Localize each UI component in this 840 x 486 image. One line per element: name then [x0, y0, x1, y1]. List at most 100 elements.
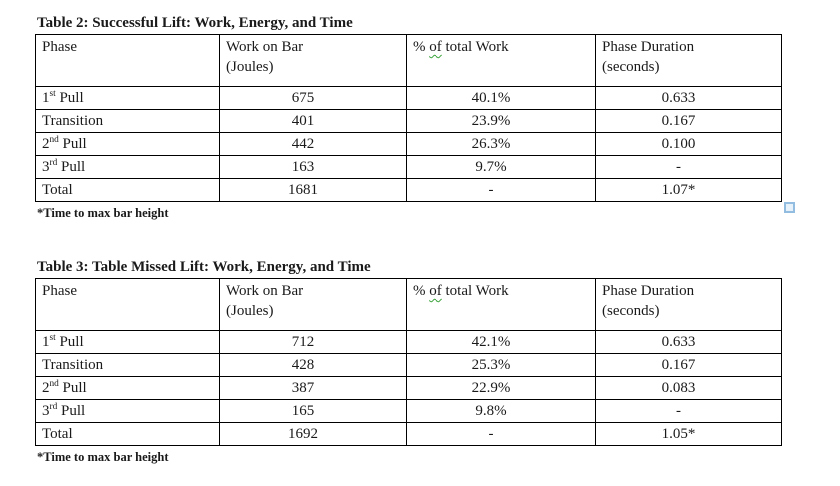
col-header-work: Work on Bar (Joules)	[219, 278, 407, 331]
work-cell: 712	[219, 330, 407, 354]
table-row: Transition 401 23.9% 0.167	[35, 109, 782, 133]
phase-cell: Transition	[35, 353, 220, 377]
spellcheck-squiggle-word: of	[429, 39, 442, 55]
table-row-total: Total 1681 - 1.07*	[35, 178, 782, 202]
table-row: 2nd Pull 442 26.3% 0.100	[35, 132, 782, 156]
table3-section: Table 3: Table Missed Lift: Work, Energy…	[35, 258, 840, 465]
col-header-percent: % of total Work	[406, 34, 596, 87]
phase-label: 3	[42, 158, 50, 175]
phase-cell: 1st Pull	[35, 86, 220, 110]
work-cell: 1692	[219, 422, 407, 446]
phase-label: 2	[42, 379, 50, 396]
percent-cell: 9.7%	[406, 155, 596, 179]
table2-footnote: *Time to max bar height	[37, 206, 169, 220]
phase-cell: 2nd Pull	[35, 132, 220, 156]
phase-label-rest: Pull	[57, 402, 86, 419]
percent-cell: 26.3%	[406, 132, 596, 156]
work-cell: 401	[219, 109, 407, 133]
phase-label: 1	[42, 333, 50, 350]
phase-cell: 3rd Pull	[35, 155, 220, 179]
header-label-line1: Phase Duration	[602, 39, 695, 55]
duration-cell: 0.633	[595, 330, 782, 354]
phase-label-rest: Pull	[58, 379, 87, 396]
col-header-duration: Phase Duration (seconds)	[595, 34, 782, 87]
duration-cell: 0.633	[595, 86, 782, 110]
col-header-percent: % of total Work	[406, 278, 596, 331]
phase-label: 2	[42, 135, 50, 152]
header-label-line2: (Joules)	[226, 59, 274, 75]
table2-section: Table 2: Successful Lift: Work, Energy, …	[35, 14, 840, 221]
header-label-line2: (Joules)	[226, 303, 274, 319]
duration-cell: 1.05*	[595, 422, 782, 446]
phase-cell: Transition	[35, 109, 220, 133]
phase-cell: 3rd Pull	[35, 399, 220, 423]
table3-footnote: *Time to max bar height	[37, 450, 169, 464]
phase-cell: 1st Pull	[35, 330, 220, 354]
header-label: %	[413, 283, 430, 299]
header-row: Phase Work on Bar (Joules) % of total Wo…	[35, 34, 782, 87]
table-row: 2nd Pull 387 22.9% 0.083	[35, 376, 782, 400]
col-header-work: Work on Bar (Joules)	[219, 34, 407, 87]
header-label: total Work	[441, 283, 509, 299]
anchor-marker-icon	[784, 202, 795, 213]
phase-label: 1	[42, 89, 50, 106]
header-label: Phase	[42, 283, 77, 299]
table3-title: Table 3: Table Missed Lift: Work, Energy…	[37, 259, 371, 275]
duration-cell: 1.07*	[595, 178, 782, 202]
table-row: Transition 428 25.3% 0.167	[35, 353, 782, 377]
work-cell: 1681	[219, 178, 407, 202]
phase-label-rest: Pull	[58, 135, 87, 152]
work-cell: 428	[219, 353, 407, 377]
header-row: Phase Work on Bar (Joules) % of total Wo…	[35, 278, 782, 331]
spellcheck-squiggle-word: of	[429, 283, 442, 299]
table-row: 1st Pull 712 42.1% 0.633	[35, 330, 782, 354]
phase-cell: Total	[35, 178, 220, 202]
work-cell: 675	[219, 86, 407, 110]
phase-label: Transition	[42, 356, 104, 373]
table-row-total: Total 1692 - 1.05*	[35, 422, 782, 446]
table-row: 1st Pull 675 40.1% 0.633	[35, 86, 782, 110]
percent-cell: 9.8%	[406, 399, 596, 423]
percent-cell: 22.9%	[406, 376, 596, 400]
percent-cell: 23.9%	[406, 109, 596, 133]
col-header-duration: Phase Duration (seconds)	[595, 278, 782, 331]
header-label-line2: (seconds)	[602, 59, 660, 75]
work-cell: 442	[219, 132, 407, 156]
ordinal-suffix: nd	[49, 134, 59, 145]
percent-cell: -	[406, 178, 596, 202]
header-label-line1: Work on Bar	[226, 39, 304, 55]
phase-label-rest: Pull	[55, 89, 84, 106]
phase-label: Total	[42, 425, 73, 442]
ordinal-suffix: rd	[49, 401, 58, 412]
header-label: total Work	[441, 39, 509, 55]
document-page: Table 2: Successful Lift: Work, Energy, …	[35, 14, 840, 465]
phase-label: Total	[42, 181, 73, 198]
duration-cell: 0.083	[595, 376, 782, 400]
table-row: 3rd Pull 163 9.7% -	[35, 155, 782, 179]
ordinal-suffix: st	[49, 88, 56, 99]
duration-cell: 0.167	[595, 109, 782, 133]
col-header-phase: Phase	[35, 278, 220, 331]
duration-cell: 0.100	[595, 132, 782, 156]
phase-cell: 2nd Pull	[35, 376, 220, 400]
phase-cell: Total	[35, 422, 220, 446]
percent-cell: 42.1%	[406, 330, 596, 354]
work-cell: 165	[219, 399, 407, 423]
table2-title: Table 2: Successful Lift: Work, Energy, …	[37, 15, 353, 31]
phase-label-rest: Pull	[57, 158, 86, 175]
phase-label-rest: Pull	[55, 333, 84, 350]
percent-cell: -	[406, 422, 596, 446]
duration-cell: 0.167	[595, 353, 782, 377]
table3: Phase Work on Bar (Joules) % of total Wo…	[35, 278, 782, 446]
table2: Phase Work on Bar (Joules) % of total Wo…	[35, 34, 782, 202]
phase-label: Transition	[42, 112, 104, 129]
percent-cell: 40.1%	[406, 86, 596, 110]
work-cell: 163	[219, 155, 407, 179]
header-label: %	[413, 39, 430, 55]
ordinal-suffix: st	[49, 332, 56, 343]
duration-cell: -	[595, 155, 782, 179]
percent-cell: 25.3%	[406, 353, 596, 377]
ordinal-suffix: rd	[49, 157, 58, 168]
table-row: 3rd Pull 165 9.8% -	[35, 399, 782, 423]
header-label: Phase	[42, 39, 77, 55]
